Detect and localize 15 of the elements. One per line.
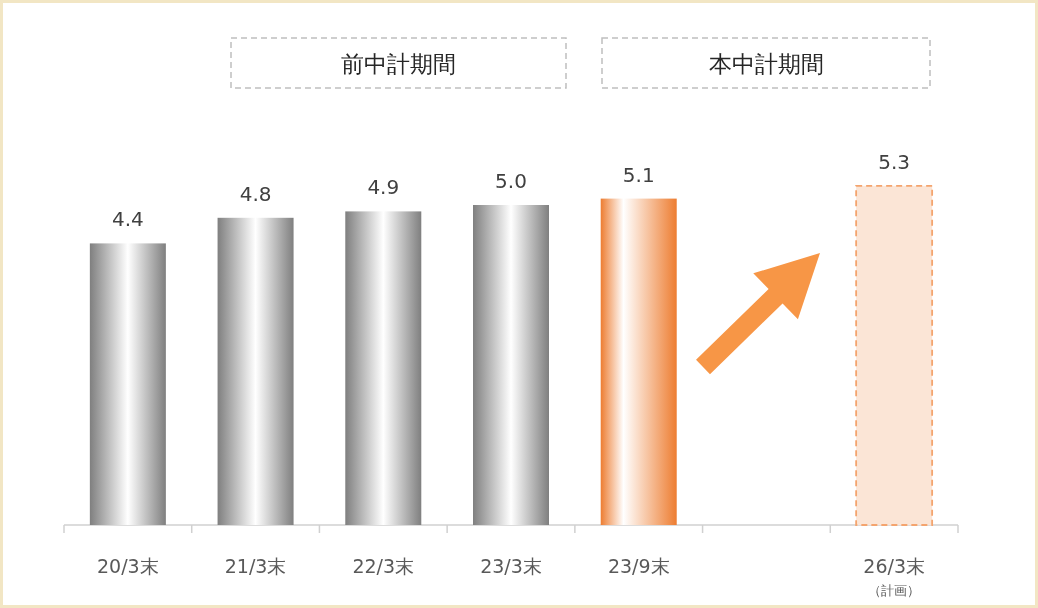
data-label: 5.0: [495, 169, 527, 193]
text: 本中計期間: [708, 51, 824, 77]
text: 前中計期間: [341, 51, 456, 77]
x-tick-label: 20/3末: [97, 555, 159, 577]
data-label: 4.8: [239, 181, 272, 206]
x-tick-label: 22/3末: [352, 555, 415, 577]
data-label: 4.4: [111, 207, 144, 232]
text: （計画）: [868, 583, 921, 598]
x-tick-label: 26/3末: [863, 555, 925, 577]
data-label: 5.3: [878, 149, 911, 174]
data-label: 4.9: [367, 175, 400, 200]
data-label: 5.1: [622, 162, 655, 187]
x-tick-label: 23/9末: [607, 555, 670, 577]
x-tick-label: 23/3末: [480, 555, 542, 577]
x-tick-label: 21/3末: [224, 555, 287, 577]
